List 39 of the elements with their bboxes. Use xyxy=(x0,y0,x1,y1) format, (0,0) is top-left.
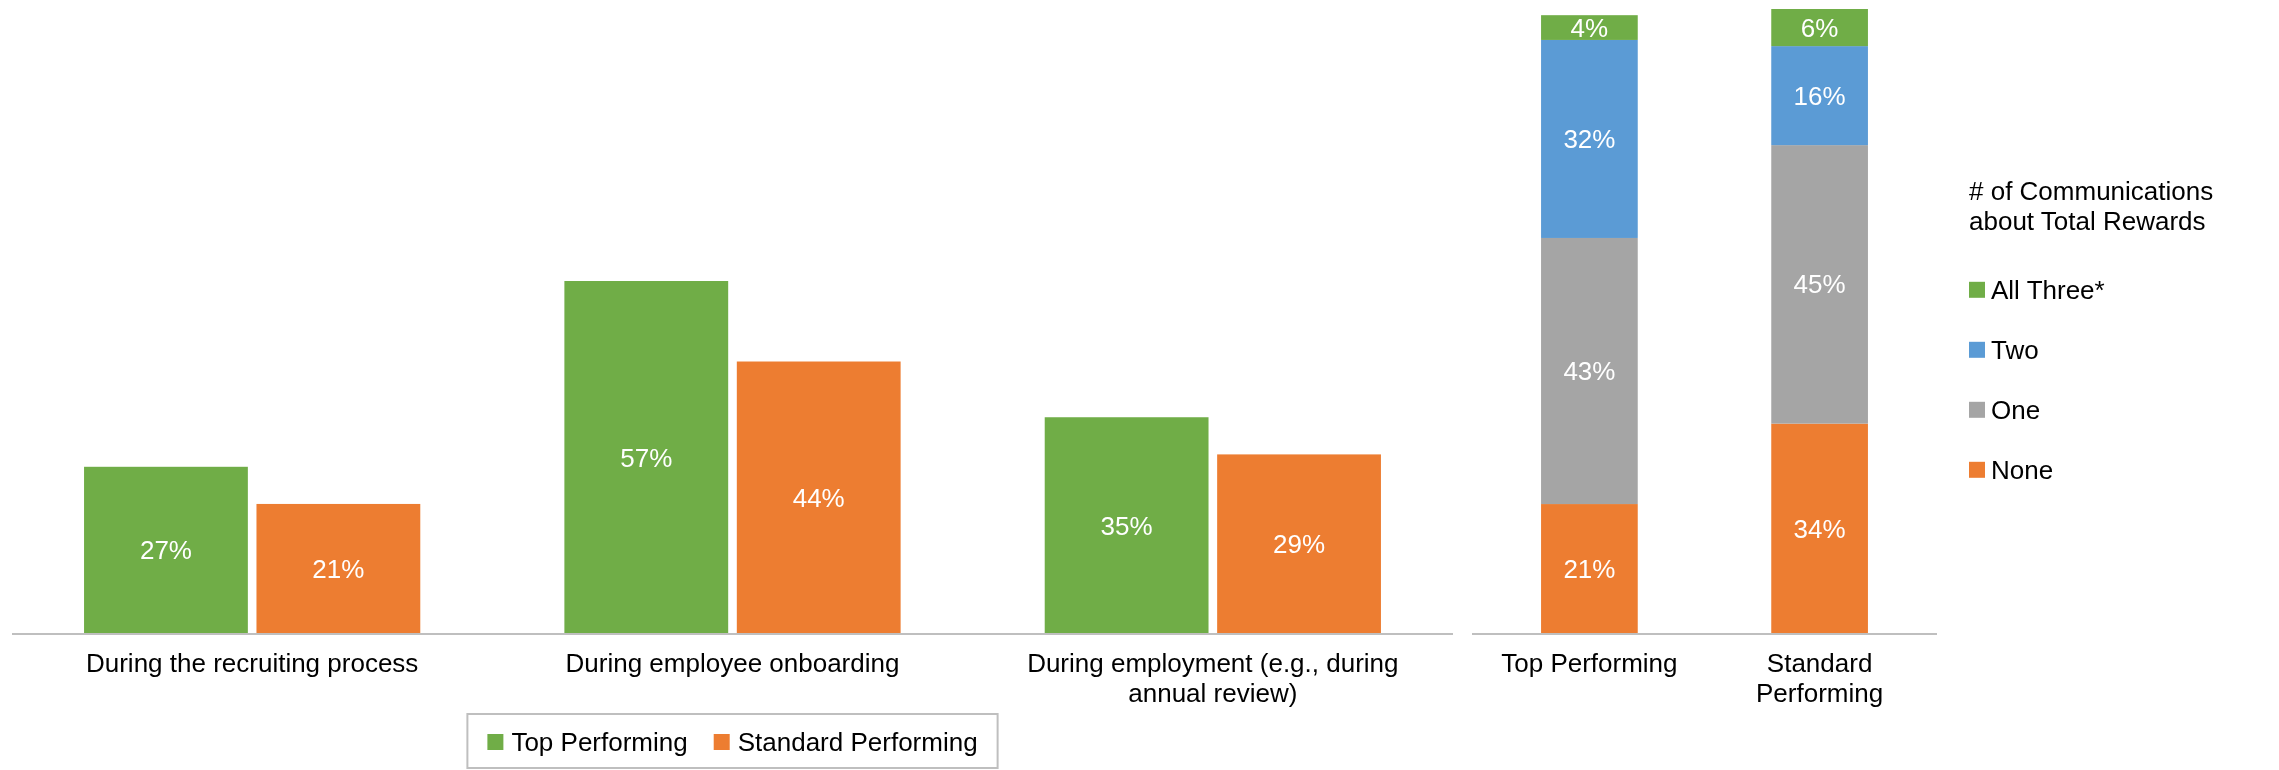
x-tick-label: Top Performing xyxy=(1501,648,1678,678)
bar xyxy=(1541,237,1638,505)
bar xyxy=(736,361,901,634)
data-label: 34% xyxy=(1793,513,1846,544)
bar xyxy=(1771,145,1868,424)
data-label: 21% xyxy=(1563,554,1616,585)
legend-label: None xyxy=(1991,454,2054,485)
data-label: 43% xyxy=(1563,356,1616,387)
legend-label: All Three* xyxy=(1991,274,2105,305)
data-label: 6% xyxy=(1800,12,1839,43)
bar xyxy=(84,466,248,634)
bar xyxy=(1044,417,1209,634)
bar xyxy=(256,503,421,634)
legend-title: # of Communications about Total Rewards xyxy=(1969,176,2214,236)
legend-label: Top Performing xyxy=(511,727,688,758)
bar xyxy=(1541,504,1638,634)
bar xyxy=(1771,46,1868,146)
x-tick-label: During the recruiting process xyxy=(85,648,419,678)
data-label: 44% xyxy=(792,482,845,513)
data-label: 32% xyxy=(1563,124,1616,155)
data-label: 21% xyxy=(312,554,365,585)
legend-label: Two xyxy=(1991,334,2039,365)
legend-label: Standard Performing xyxy=(737,727,978,758)
legend-label: One xyxy=(1991,394,2041,425)
data-label: 27% xyxy=(139,535,192,566)
data-label: 57% xyxy=(620,442,673,473)
bar xyxy=(1771,423,1868,634)
data-label: 35% xyxy=(1100,510,1153,541)
data-label: 16% xyxy=(1793,80,1846,111)
x-tick-label: Standard Performing xyxy=(1756,648,1884,708)
bar xyxy=(1217,454,1381,634)
bar xyxy=(1541,39,1638,238)
bar xyxy=(564,281,729,634)
data-label: 4% xyxy=(1570,12,1609,43)
x-tick-label: During employee onboarding xyxy=(565,648,900,678)
data-label: 45% xyxy=(1793,269,1846,300)
x-tick-label: During employment (e.g., during annual review) xyxy=(1027,648,1399,708)
data-label: 29% xyxy=(1273,529,1326,560)
bar xyxy=(1771,9,1868,47)
